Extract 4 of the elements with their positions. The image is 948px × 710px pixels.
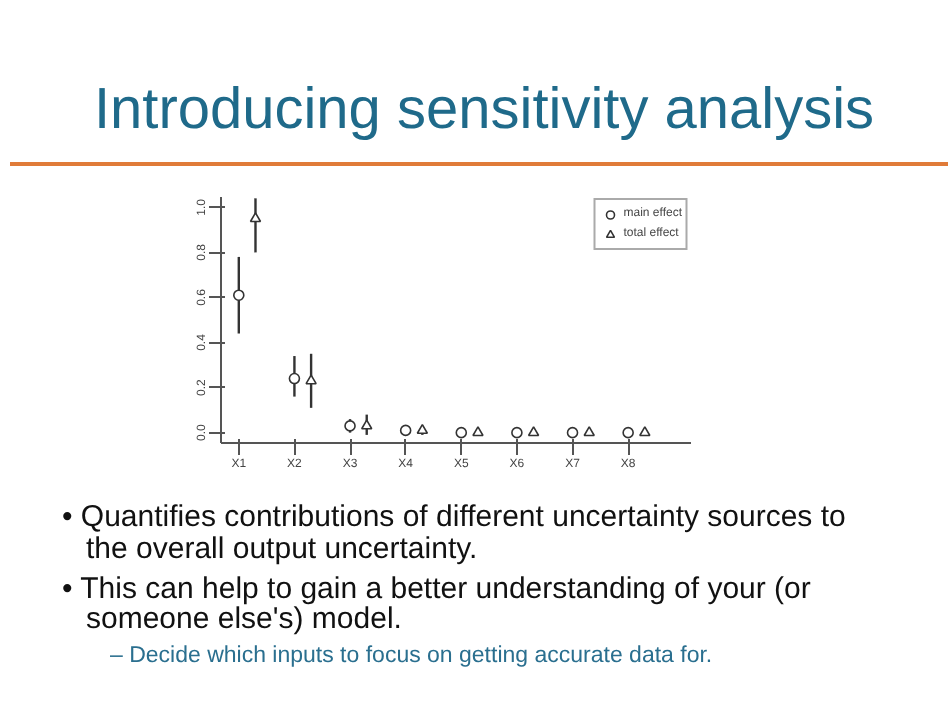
chart-title: Introducing sensitivity analysis xyxy=(93,76,875,146)
text: • Quantifies contributions of different uncertainty sources to the overall output uncertainty. xyxy=(62,500,848,566)
text: – Decide which inputs to focus on getting accurate data for. xyxy=(110,644,715,669)
text: • This can help to gain a better understanding of your (or someone else's) model. xyxy=(62,571,813,637)
